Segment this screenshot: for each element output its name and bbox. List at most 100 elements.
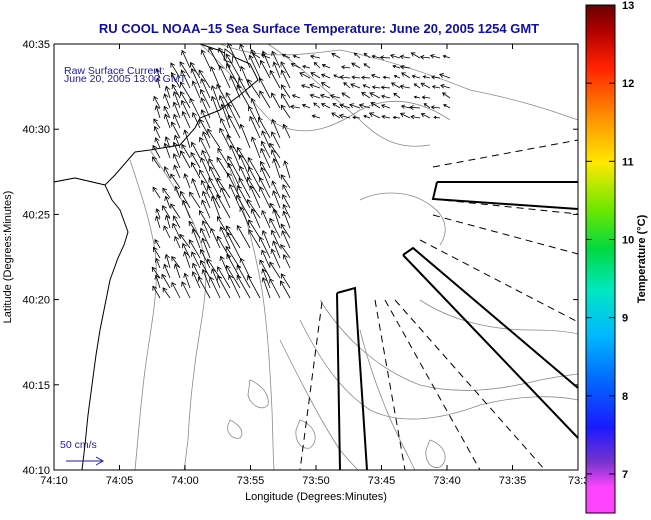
current-vector xyxy=(216,194,231,219)
current-vector xyxy=(338,113,351,119)
x-axis: 74:10 74:05 74:00 73:55 73:50 73:45 73:40 73:35… xyxy=(40,44,589,487)
current-vector xyxy=(239,257,251,279)
current-vector xyxy=(260,140,271,159)
current-vector xyxy=(321,63,331,69)
current-vector xyxy=(259,259,271,279)
current-vector xyxy=(198,69,211,89)
current-vector xyxy=(371,54,381,59)
current-vector xyxy=(248,105,261,129)
current-vector xyxy=(163,142,171,159)
current-vector xyxy=(272,240,281,259)
current-vector xyxy=(282,123,291,139)
x-tick-label: 73:35 xyxy=(499,475,527,487)
current-vector xyxy=(208,177,221,199)
current-vector xyxy=(271,131,281,149)
current-vector xyxy=(410,52,421,59)
current-vector xyxy=(259,236,271,259)
current-vector xyxy=(189,97,201,119)
coastline-nj xyxy=(53,177,129,471)
current-vector xyxy=(191,111,201,129)
current-vector xyxy=(329,94,341,99)
current-vector xyxy=(400,104,411,109)
current-vector xyxy=(201,268,211,289)
current-vector xyxy=(290,62,301,69)
current-vector xyxy=(227,162,241,189)
current-vector xyxy=(261,268,271,289)
current-vector xyxy=(270,248,281,269)
current-vector xyxy=(381,114,391,119)
current-vector xyxy=(361,75,371,80)
current-vector xyxy=(181,49,191,69)
current-vector xyxy=(174,235,181,249)
current-vector xyxy=(260,166,271,189)
current-vector xyxy=(198,136,211,159)
current-vector xyxy=(153,95,161,109)
colorbar-tick-label: 9 xyxy=(622,313,628,325)
current-vector xyxy=(238,177,251,199)
current-vector xyxy=(199,118,211,139)
current-vector xyxy=(250,208,261,229)
current-vector xyxy=(260,147,271,169)
current-vector xyxy=(280,273,291,289)
current-vector xyxy=(219,117,231,139)
current-vector xyxy=(269,278,281,299)
current-vector xyxy=(401,72,411,79)
current-vector xyxy=(259,59,271,79)
current-vector xyxy=(180,190,191,209)
current-vector xyxy=(433,115,441,120)
current-vector xyxy=(413,83,421,89)
current-vector xyxy=(258,176,271,199)
current-vector xyxy=(430,105,441,110)
current-vector xyxy=(207,128,221,149)
current-vector xyxy=(181,110,191,129)
current-vector xyxy=(236,274,251,299)
current-vector xyxy=(226,134,241,159)
current-vector xyxy=(227,42,241,69)
current-vector xyxy=(170,173,181,189)
current-vector xyxy=(313,102,321,109)
current-vector xyxy=(248,219,261,239)
current-vector xyxy=(249,185,261,209)
current-vector xyxy=(172,101,181,119)
current-vector xyxy=(216,177,231,199)
current-vector xyxy=(370,73,381,79)
current-vector xyxy=(199,169,211,189)
y-tick-label: 40:30 xyxy=(22,124,50,136)
current-vector xyxy=(227,103,241,129)
current-vector xyxy=(170,203,181,219)
current-vector xyxy=(154,137,161,149)
current-vector xyxy=(152,246,161,259)
current-vector xyxy=(199,227,211,249)
current-vector xyxy=(313,61,321,69)
current-vector xyxy=(225,53,241,79)
current-vector xyxy=(183,129,191,149)
x-axis-label: Longitude (Degrees:Minutes) xyxy=(245,491,387,503)
current-vector xyxy=(250,97,261,119)
current-vector xyxy=(282,210,291,229)
current-vector xyxy=(261,209,271,229)
current-vector xyxy=(283,160,291,179)
current-vector xyxy=(370,102,381,109)
current-vector xyxy=(399,84,411,90)
current-vector xyxy=(238,154,251,179)
current-vector xyxy=(368,112,381,119)
current-vector xyxy=(209,165,221,189)
current-vector xyxy=(173,134,181,149)
current-vector xyxy=(399,112,411,119)
current-vector xyxy=(261,50,271,69)
current-vector xyxy=(363,52,371,59)
current-vector xyxy=(281,84,291,99)
colorbar-gradient xyxy=(585,4,616,514)
current-vector xyxy=(259,90,271,109)
current-vector xyxy=(431,85,441,89)
current-vector xyxy=(181,199,191,219)
current-vector xyxy=(190,161,201,179)
x-tick-label: 73:3 xyxy=(568,475,589,487)
current-vector xyxy=(309,83,321,89)
current-vector xyxy=(170,121,181,139)
current-vector xyxy=(440,84,451,89)
current-vector xyxy=(199,88,211,109)
current-vector xyxy=(163,93,171,109)
current-vector xyxy=(190,151,201,169)
current-vector xyxy=(423,103,431,109)
